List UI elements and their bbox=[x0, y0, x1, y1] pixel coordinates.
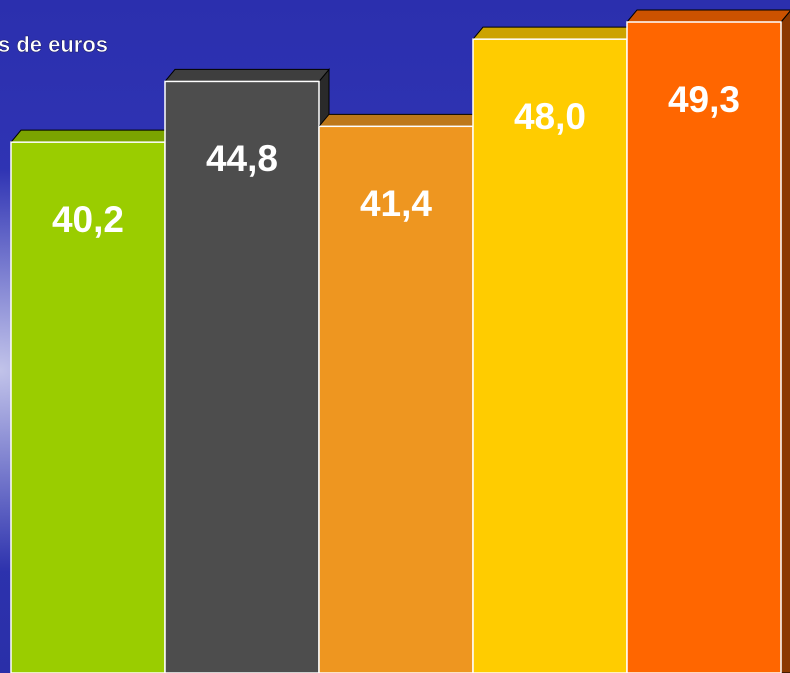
value-label: 40,2 bbox=[52, 199, 124, 240]
value-label: 44,8 bbox=[206, 138, 278, 179]
bar-side bbox=[780, 10, 790, 673]
bar bbox=[318, 125, 474, 673]
bar bbox=[472, 38, 628, 673]
value-label: 49,3 bbox=[668, 79, 740, 120]
bar bbox=[164, 80, 320, 673]
bar-top bbox=[163, 68, 331, 82]
chart-title: s de euros bbox=[0, 32, 108, 57]
bar-top bbox=[471, 26, 639, 40]
value-label: 48,0 bbox=[514, 96, 586, 137]
bar bbox=[626, 21, 782, 673]
bar bbox=[10, 141, 166, 673]
bar-top bbox=[9, 129, 177, 143]
bar-top bbox=[317, 113, 485, 127]
bar-top bbox=[625, 9, 790, 23]
value-label: 41,4 bbox=[360, 183, 432, 224]
